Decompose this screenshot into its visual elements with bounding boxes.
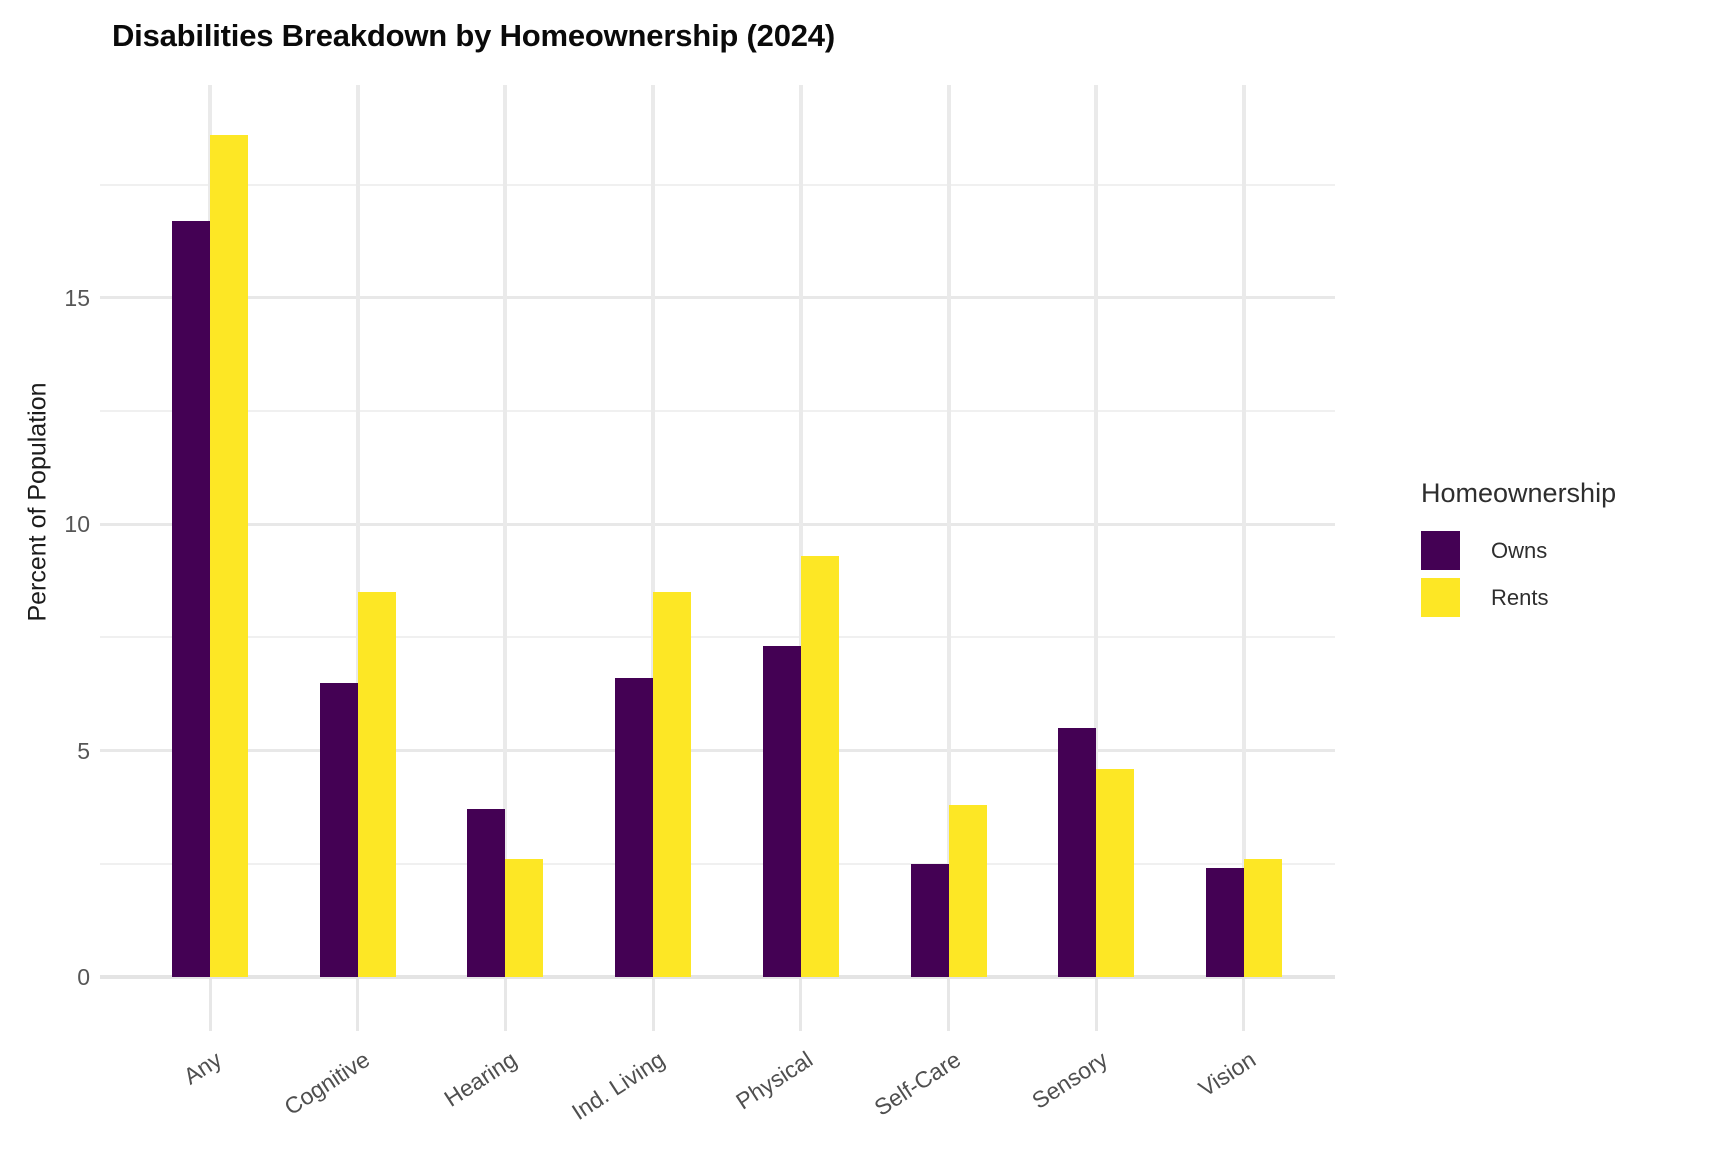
bar-owns-sensory bbox=[1058, 727, 1097, 977]
vertical-gridline bbox=[651, 85, 656, 977]
x-tick-mark bbox=[799, 979, 803, 1031]
minor-gridline bbox=[100, 410, 1335, 412]
y-axis-title: Percent of Population bbox=[23, 382, 52, 622]
x-tick-mark bbox=[208, 979, 212, 1031]
bar-rents-physical bbox=[800, 555, 839, 977]
x-tick-mark bbox=[1242, 979, 1246, 1031]
bar-owns-hearing bbox=[467, 809, 506, 977]
minor-gridline bbox=[100, 862, 1335, 865]
legend-items: Owns Rents bbox=[1421, 531, 1616, 617]
y-tick-label: 5 bbox=[77, 737, 90, 764]
bar-owns-any bbox=[172, 220, 210, 977]
x-tick-label: Hearing bbox=[439, 1046, 522, 1112]
bar-owns-ind-living bbox=[615, 678, 654, 977]
major-gridline bbox=[100, 749, 1335, 753]
major-gridline bbox=[100, 296, 1335, 300]
bar-rents-any bbox=[210, 134, 248, 977]
x-tick-mark bbox=[947, 979, 950, 1031]
x-tick-mark bbox=[356, 979, 360, 1031]
x-tick-label: Self-Care bbox=[869, 1046, 965, 1121]
x-tick-label: Vision bbox=[1193, 1046, 1261, 1102]
bar-owns-cognitive bbox=[319, 682, 358, 977]
plot-area bbox=[100, 85, 1335, 979]
y-tick-label: 15 bbox=[64, 284, 90, 311]
bar-rents-vision bbox=[1243, 859, 1282, 977]
bar-owns-self-care bbox=[910, 863, 949, 977]
bar-rents-cognitive bbox=[357, 592, 396, 977]
x-tick-label: Cognitive bbox=[279, 1046, 374, 1121]
bar-rents-hearing bbox=[505, 859, 544, 977]
vertical-gridline bbox=[946, 85, 951, 977]
legend-label-owns: Owns bbox=[1491, 537, 1548, 563]
x-axis-line bbox=[100, 975, 1335, 979]
legend-item-owns: Owns bbox=[1421, 531, 1616, 570]
vertical-gridline bbox=[798, 85, 803, 977]
vertical-gridline bbox=[503, 85, 508, 977]
chart-title: Disabilities Breakdown by Homeownership … bbox=[112, 18, 835, 53]
y-tick-label: 0 bbox=[77, 964, 90, 990]
x-tick-label: Ind. Living bbox=[567, 1046, 670, 1125]
major-gridline bbox=[100, 522, 1335, 526]
vertical-gridline bbox=[1241, 85, 1246, 977]
x-tick-mark bbox=[651, 979, 655, 1031]
bar-rents-self-care bbox=[948, 804, 987, 977]
x-tick-mark bbox=[503, 979, 507, 1031]
x-tick-mark bbox=[1094, 979, 1098, 1031]
bar-rents-sensory bbox=[1096, 768, 1135, 977]
bar-owns-vision bbox=[1205, 868, 1244, 977]
legend-label-rents: Rents bbox=[1491, 584, 1549, 610]
minor-gridline bbox=[100, 636, 1335, 639]
x-tick-label: Sensory bbox=[1027, 1046, 1113, 1114]
y-tick-label: 10 bbox=[64, 511, 90, 538]
vertical-gridline bbox=[1094, 85, 1099, 977]
bar-owns-physical bbox=[762, 646, 801, 977]
legend: Homeownership Owns Rents bbox=[1421, 478, 1616, 617]
bar-rents-ind-living bbox=[653, 592, 692, 977]
legend-item-rents: Rents bbox=[1421, 578, 1616, 617]
rents-swatch-icon bbox=[1421, 578, 1460, 617]
legend-title: Homeownership bbox=[1421, 478, 1617, 508]
x-tick-label: Any bbox=[178, 1046, 227, 1090]
owns-swatch-icon bbox=[1421, 531, 1460, 570]
vertical-gridline bbox=[355, 85, 360, 977]
minor-gridline bbox=[100, 183, 1335, 186]
x-tick-label: Physical bbox=[730, 1046, 817, 1115]
